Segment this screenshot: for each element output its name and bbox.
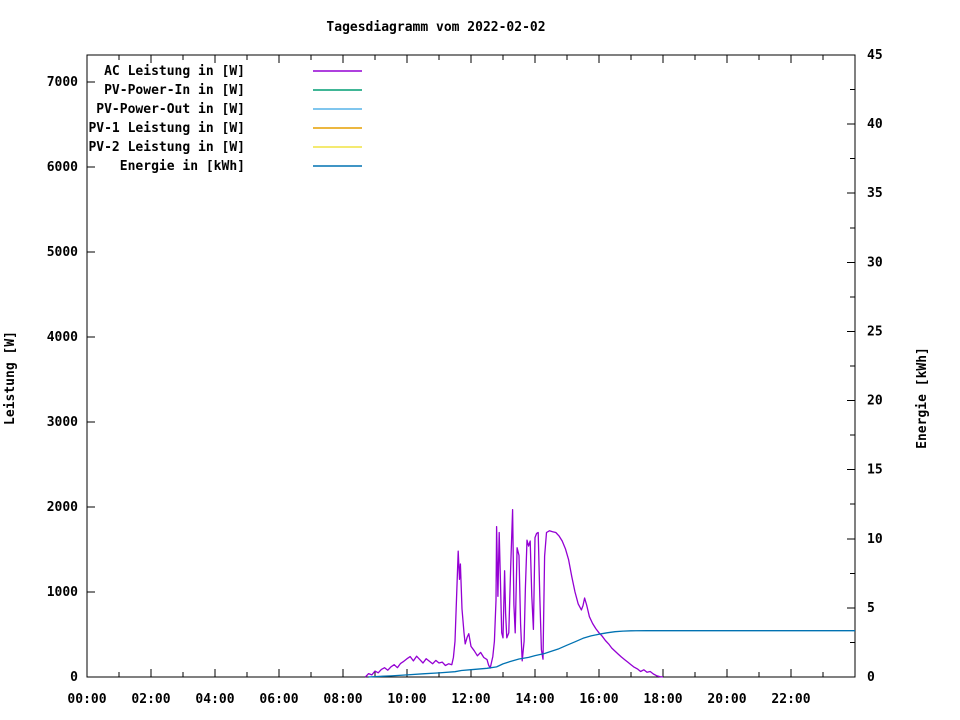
- x-axis-tick-label: 00:00: [67, 692, 106, 707]
- y-right-tick-label: 45: [867, 48, 883, 63]
- y-left-tick-label: 0: [70, 670, 78, 685]
- legend-label-pv-power-out-in-w: PV-Power-Out in [W]: [96, 102, 245, 117]
- y-left-tick-label: 4000: [47, 330, 78, 345]
- x-axis-tick-label: 10:00: [387, 692, 426, 707]
- y-right-axis-label: Energie [kWh]: [915, 347, 930, 449]
- x-axis-tick-label: 18:00: [643, 692, 682, 707]
- y-left-tick-label: 7000: [47, 75, 78, 90]
- y-right-tick-label: 35: [867, 186, 883, 201]
- chart-title: Tagesdiagramm vom 2022-02-02: [326, 20, 546, 35]
- x-axis-tick-label: 06:00: [259, 692, 298, 707]
- y-right-tick-label: 0: [867, 670, 875, 685]
- y-right-tick-label: 20: [867, 394, 883, 409]
- y-left-tick-label: 2000: [47, 500, 78, 515]
- legend-label-pv-1-leistung-in-w: PV-1 Leistung in [W]: [88, 121, 245, 136]
- x-axis-tick-label: 14:00: [515, 692, 554, 707]
- legend-label-pv-power-in-in-w: PV-Power-In in [W]: [104, 83, 245, 98]
- legend-label-pv-2-leistung-in-w: PV-2 Leistung in [W]: [88, 140, 245, 155]
- y-right-tick-label: 10: [867, 532, 883, 547]
- y-left-tick-label: 5000: [47, 245, 78, 260]
- legend-label-energie-in-kwh: Energie in [kWh]: [120, 159, 245, 174]
- y-left-tick-label: 6000: [47, 160, 78, 175]
- x-axis-tick-label: 16:00: [579, 692, 618, 707]
- x-axis-tick-label: 04:00: [195, 692, 234, 707]
- y-right-tick-label: 30: [867, 255, 883, 270]
- x-axis-tick-label: 02:00: [131, 692, 170, 707]
- x-axis-tick-label: 12:00: [451, 692, 490, 707]
- x-axis-tick-label: 20:00: [707, 692, 746, 707]
- y-right-tick-label: 25: [867, 324, 883, 339]
- series-line-ac-leistung-in-w: [364, 508, 664, 678]
- y-left-tick-label: 3000: [47, 415, 78, 430]
- series-line-energie-in-kwh: [368, 630, 855, 678]
- x-axis-tick-label: 08:00: [323, 692, 362, 707]
- x-axis-tick-label: 22:00: [771, 692, 810, 707]
- legend-label-ac-leistung-in-w: AC Leistung in [W]: [104, 64, 245, 79]
- y-left-tick-label: 1000: [47, 585, 78, 600]
- y-right-tick-label: 40: [867, 117, 883, 132]
- y-right-tick-label: 5: [867, 601, 875, 616]
- y-right-tick-label: 15: [867, 463, 883, 478]
- y-left-axis-label: Leistung [W]: [3, 331, 18, 425]
